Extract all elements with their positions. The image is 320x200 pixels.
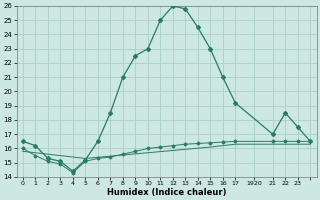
X-axis label: Humidex (Indice chaleur): Humidex (Indice chaleur): [107, 188, 226, 197]
